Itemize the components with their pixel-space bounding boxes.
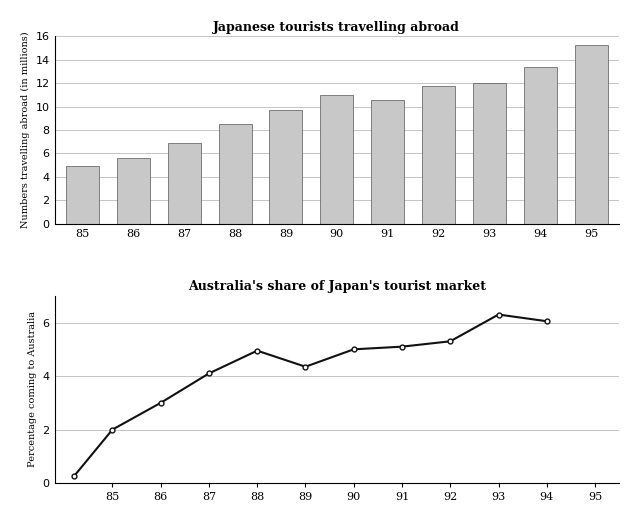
Bar bbox=[117, 158, 150, 224]
Y-axis label: Percentage coming to Australia: Percentage coming to Australia bbox=[28, 312, 37, 468]
Title: Japanese tourists travelling abroad: Japanese tourists travelling abroad bbox=[213, 21, 460, 34]
Bar bbox=[218, 124, 252, 224]
Y-axis label: Numbers travelling abroad (in millions): Numbers travelling abroad (in millions) bbox=[21, 32, 30, 229]
Bar bbox=[371, 99, 404, 224]
Title: Australia's share of Japan's tourist market: Australia's share of Japan's tourist mar… bbox=[188, 280, 486, 293]
Bar bbox=[422, 86, 455, 224]
Bar bbox=[524, 67, 557, 224]
Bar bbox=[168, 143, 201, 224]
Bar bbox=[320, 95, 353, 224]
Bar bbox=[575, 44, 608, 224]
Bar bbox=[269, 110, 303, 224]
Bar bbox=[66, 166, 99, 224]
Bar bbox=[473, 83, 506, 224]
